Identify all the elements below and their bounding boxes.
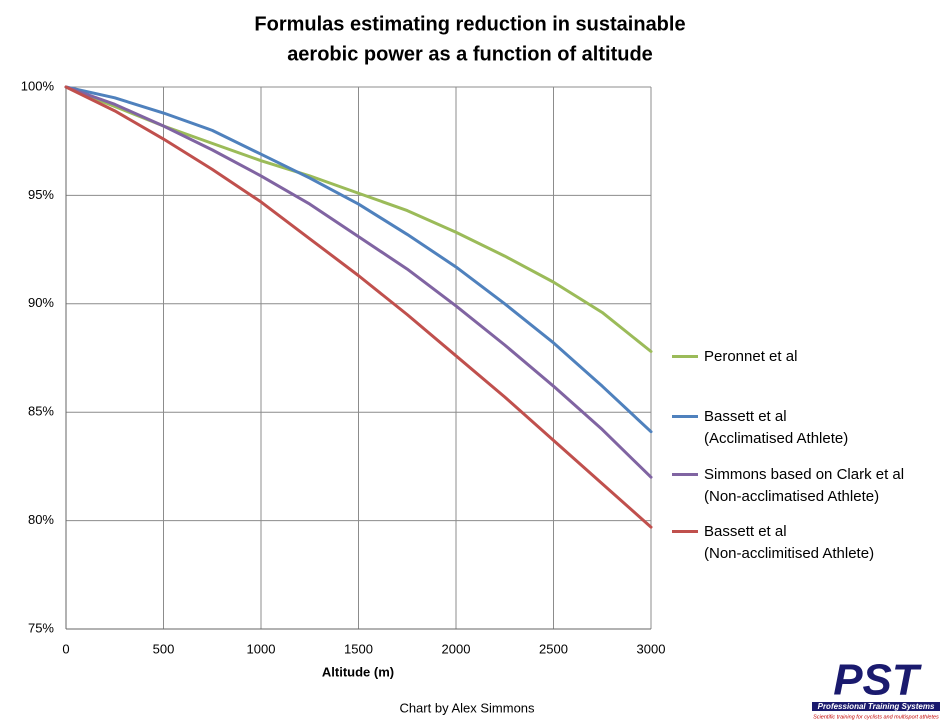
legend-swatch — [672, 415, 698, 418]
legend-swatch — [672, 355, 698, 358]
logo-tagline: Scientific training for cyclists and mul… — [813, 714, 939, 720]
y-tick-label: 90% — [28, 295, 54, 310]
legend-entry: Bassett et al (Non-acclimitised Athlete) — [672, 521, 874, 565]
chart-title: Formulas estimating reduction in sustain… — [254, 13, 685, 35]
x-tick-label: 0 — [62, 641, 69, 656]
y-tick-label: 80% — [28, 512, 54, 527]
x-tick-label: 500 — [153, 641, 175, 656]
x-tick-label: 1500 — [344, 641, 373, 656]
series-line — [64, 85, 653, 479]
x-axis-label: Altitude (m) — [322, 664, 394, 679]
legend-entry: Peronnet et al — [672, 346, 797, 368]
credit: Chart by Alex Simmons — [399, 700, 535, 715]
y-tick-label: 75% — [28, 620, 54, 635]
x-tick-label: 1000 — [247, 641, 276, 656]
y-tick-label: 95% — [28, 187, 54, 202]
logo: PST Professional Training Systems Scient… — [812, 656, 940, 720]
y-tick-label: 100% — [21, 78, 55, 93]
legend-swatch — [672, 530, 698, 533]
logo-band — [812, 702, 940, 711]
chart-subtitle: aerobic power as a function of altitude — [287, 43, 653, 65]
series-line — [64, 85, 653, 529]
legend-entry: Simmons based on Clark et al (Non-acclim… — [672, 464, 904, 508]
legend-label: Simmons based on Clark et al (Non-acclim… — [704, 466, 905, 505]
logo-mark: PST — [833, 656, 922, 705]
legend-label: Peronnet et al — [704, 348, 798, 365]
legend-label: Bassett et al (Acclimatised Athlete) — [704, 408, 849, 447]
x-tick-label: 2000 — [442, 641, 471, 656]
legend-swatch — [672, 473, 698, 476]
x-tick-label: 3000 — [637, 641, 666, 656]
logo-name: Professional Training Systems — [818, 702, 935, 711]
y-tick-label: 85% — [28, 404, 54, 419]
legend-entry: Bassett et al (Acclimatised Athlete) — [672, 406, 848, 450]
series-line — [64, 85, 653, 434]
x-tick-label: 2500 — [539, 641, 568, 656]
legend-label: Bassett et al (Non-acclimitised Athlete) — [704, 523, 875, 562]
